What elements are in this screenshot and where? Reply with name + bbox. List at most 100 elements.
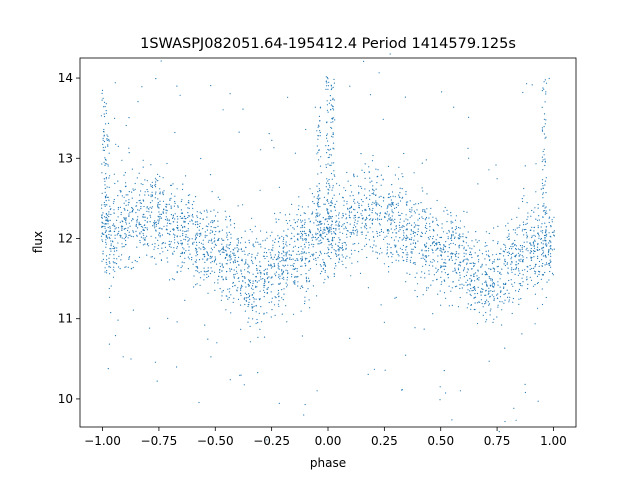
data-point: [252, 297, 254, 299]
data-point: [187, 212, 189, 214]
data-point: [546, 233, 548, 235]
data-point: [189, 238, 191, 240]
data-point: [307, 206, 309, 208]
data-point: [353, 224, 355, 226]
data-point: [308, 230, 310, 232]
data-point: [382, 231, 385, 233]
data-point: [526, 237, 528, 239]
data-point: [163, 190, 165, 192]
data-point: [300, 260, 303, 262]
data-point: [553, 216, 555, 218]
data-point: [451, 234, 453, 236]
data-point: [321, 241, 323, 244]
data-point: [330, 154, 332, 156]
data-point: [328, 189, 330, 191]
data-point: [391, 215, 393, 217]
data-point: [316, 238, 318, 240]
data-point: [487, 293, 489, 295]
data-point: [391, 261, 393, 264]
data-point: [199, 235, 201, 237]
data-point: [277, 276, 280, 278]
data-point: [443, 245, 445, 247]
data-point: [232, 285, 234, 288]
data-point: [518, 226, 520, 228]
data-point: [319, 250, 321, 252]
data-point: [194, 239, 196, 241]
data-point: [541, 303, 544, 306]
data-point: [138, 256, 141, 258]
data-point: [444, 250, 446, 253]
data-point: [327, 275, 329, 277]
data-point: [180, 270, 182, 272]
data-point: [493, 299, 495, 301]
data-point: [506, 289, 508, 291]
data-point: [302, 239, 304, 241]
data-point: [293, 219, 295, 221]
data-point: [333, 194, 335, 196]
data-point: [527, 250, 529, 252]
data-point: [545, 256, 547, 258]
data-point: [416, 296, 418, 298]
data-point: [172, 253, 174, 255]
data-point: [395, 236, 397, 238]
data-point: [326, 109, 328, 111]
data-point: [136, 234, 138, 236]
data-point: [313, 258, 315, 260]
data-point: [232, 261, 234, 263]
data-point: [530, 250, 532, 252]
data-point: [443, 279, 445, 281]
data-point: [474, 302, 476, 304]
data-point: [534, 293, 537, 295]
data-point: [544, 213, 546, 215]
data-point: [319, 106, 322, 108]
data-point: [328, 178, 330, 181]
data-point: [536, 219, 539, 221]
data-point: [425, 216, 428, 219]
data-point: [473, 286, 475, 288]
data-point: [217, 196, 219, 198]
data-point: [281, 297, 283, 299]
data-point: [222, 279, 224, 281]
data-point: [426, 287, 428, 289]
data-point: [327, 211, 329, 213]
data-point: [207, 225, 209, 228]
data-point: [318, 159, 320, 161]
data-point: [206, 258, 208, 260]
data-point: [214, 282, 216, 284]
data-point: [410, 243, 412, 245]
data-point: [120, 211, 122, 214]
data-point: [270, 284, 273, 286]
data-point: [110, 312, 112, 314]
data-point: [351, 191, 353, 193]
data-point: [298, 205, 300, 207]
data-point: [304, 212, 306, 215]
data-point: [158, 244, 160, 246]
data-point: [282, 250, 284, 252]
data-point: [252, 288, 254, 290]
data-point: [322, 217, 324, 219]
data-point: [181, 244, 183, 246]
data-point: [471, 279, 473, 282]
data-point: [220, 299, 222, 301]
data-point: [200, 248, 202, 250]
data-point: [331, 105, 333, 107]
data-point: [430, 207, 432, 209]
data-point: [233, 252, 235, 254]
data-point: [114, 335, 117, 337]
data-point: [544, 158, 546, 160]
data-point: [443, 244, 445, 246]
data-point: [392, 220, 394, 222]
data-point: [247, 321, 249, 323]
data-point: [253, 305, 255, 307]
data-point: [294, 259, 296, 262]
data-point: [432, 313, 434, 315]
data-point: [399, 187, 401, 189]
data-point: [332, 121, 334, 123]
data-point: [311, 239, 313, 241]
data-point: [217, 220, 219, 222]
data-point: [157, 198, 159, 200]
data-point: [544, 123, 546, 125]
data-point: [335, 221, 337, 223]
data-point: [396, 232, 398, 234]
data-point: [317, 199, 319, 201]
